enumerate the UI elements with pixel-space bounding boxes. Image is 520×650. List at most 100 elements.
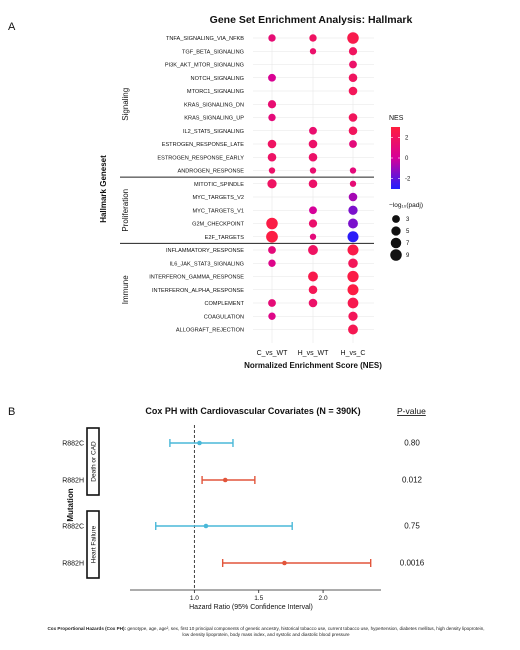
geneset-label: COAGULATION <box>204 314 244 320</box>
footer-text: genotype, age, age², sex, first 10 princ… <box>126 626 485 637</box>
size-legend-label: 3 <box>406 217 410 223</box>
dot-point <box>268 312 276 320</box>
size-legend-label: 9 <box>406 253 410 259</box>
dot-point <box>348 86 358 96</box>
pvalue-header: P-value <box>397 406 426 416</box>
dot-point <box>268 73 276 82</box>
geneset-label: MYC_TARGETS_V1 <box>193 208 245 214</box>
dot-point <box>268 113 276 122</box>
colorbar-tick-label: -2 <box>405 177 411 183</box>
dot-point <box>348 324 358 335</box>
geneset-label: KRAS_SIGNALING_UP <box>184 116 244 122</box>
dot-point <box>268 246 276 254</box>
size-legend-dot <box>390 249 402 261</box>
p-value: 0.012 <box>402 476 423 485</box>
panel-a-letter: A <box>8 21 16 33</box>
geneset-label: IL6_JAK_STAT3_SIGNALING <box>170 261 244 267</box>
dot-point <box>268 167 276 174</box>
dot-point <box>348 126 358 136</box>
colorbar-tick-label: 0 <box>405 156 409 162</box>
panel-b-xlabel: Hazard Ratio (95% Confidence Interval) <box>189 604 313 611</box>
dot-point <box>309 206 317 215</box>
dot-point <box>348 205 358 215</box>
outcome-group-label: Heart Failure <box>91 525 98 563</box>
geneset-label: NOTCH_SIGNALING <box>191 76 244 82</box>
dot-point <box>308 179 318 189</box>
geneset-label: KRAS_SIGNALING_DN <box>184 102 244 108</box>
dot-point <box>309 126 317 135</box>
geneset-label: ESTROGEN_RESPONSE_EARLY <box>157 155 244 161</box>
size-legend-title: −log₁₀(padj) <box>389 202 423 209</box>
footer-note: Cox Proportional Hazards (Cox PH): genot… <box>46 626 486 638</box>
dot-point <box>266 230 278 243</box>
dot-point <box>309 48 317 55</box>
dot-point <box>267 179 277 189</box>
mutation-label: R882H <box>62 561 84 568</box>
dot-point <box>349 180 357 187</box>
x-tick-label: H_vs_C <box>341 350 366 357</box>
group-label: Immune <box>121 275 130 304</box>
geneset-label: COMPLEMENT <box>205 301 245 307</box>
dot-point <box>309 34 317 42</box>
x-tick-label: C_vs_WT <box>257 350 288 357</box>
dotplot-layer: TNFA_SIGNALING_VIA_NFKB TGF_BETA_SIGNALIN… <box>120 30 374 357</box>
geneset-label: ESTROGEN_RESPONSE_LATE <box>162 142 245 148</box>
geneset-label: INFLAMMATORY_RESPONSE <box>166 248 244 254</box>
dot-point <box>348 192 358 202</box>
p-value: 0.75 <box>404 522 420 531</box>
size-legend-dot <box>391 226 401 236</box>
dot-point <box>308 298 318 308</box>
geneset-label: INTERFERON_GAMMA_RESPONSE <box>149 275 244 281</box>
dot-point <box>267 152 277 162</box>
x-tick-label: 1.5 <box>254 595 263 602</box>
panel-b-title: Cox PH with Cardiovascular Covariates (N… <box>145 406 360 416</box>
hazard-ratio-point <box>197 440 202 446</box>
dot-point <box>308 245 318 255</box>
panel-a-title: Gene Set Enrichment Analysis: Hallmark <box>210 14 413 26</box>
hazard-ratio-point <box>282 560 287 566</box>
dot-point <box>348 113 358 122</box>
legend-layer: 2 0 -2 3 5 7 9 <box>390 127 411 261</box>
geneset-label: IL2_STAT5_SIGNALING <box>183 129 244 135</box>
p-value: 0.80 <box>404 439 420 448</box>
dot-point <box>267 100 277 109</box>
geneset-label: TNFA_SIGNALING_VIA_NFKB <box>166 36 244 42</box>
geneset-label: ALLOGRAFT_REJECTION <box>176 328 244 334</box>
panel-b-letter: B <box>8 406 15 418</box>
dot-point <box>268 259 276 267</box>
dot-point <box>349 140 357 148</box>
panel-a-ylabel: Hallmark Geneset <box>99 155 108 223</box>
x-tick-label: 2.0 <box>319 595 328 602</box>
dot-point <box>308 219 318 228</box>
nes-legend-title: NES <box>389 115 404 122</box>
dot-point <box>266 217 278 230</box>
dot-point <box>348 47 358 56</box>
geneset-label: PI3K_AKT_MTOR_SIGNALING <box>165 63 244 69</box>
dot-point <box>268 299 276 307</box>
size-legend-label: 7 <box>406 241 410 247</box>
x-tick-label: 1.0 <box>190 595 199 602</box>
size-legend-label: 5 <box>406 229 410 235</box>
dot-point <box>347 297 359 309</box>
dot-point <box>347 284 359 296</box>
dot-point <box>348 73 358 83</box>
group-label: Proliferation <box>121 189 130 232</box>
size-legend-dot <box>392 215 400 223</box>
panel-b-ylabel: Mutation <box>66 488 75 521</box>
dot-point <box>309 167 317 174</box>
outcome-group-box <box>86 427 100 496</box>
dot-point <box>347 270 359 283</box>
dot-point <box>347 244 359 256</box>
mutation-label: R882C <box>62 441 84 448</box>
geneset-label: MTORC1_SIGNALING <box>187 89 244 95</box>
group-label: Signaling <box>121 88 130 121</box>
dot-point <box>308 152 318 162</box>
panel-a-xlabel: Normalized Enrichment Score (NES) <box>244 361 382 370</box>
dot-point <box>347 231 359 243</box>
dot-point <box>308 139 318 149</box>
p-value: 0.0016 <box>400 559 425 568</box>
geneset-label: MITOTIC_SPINDLE <box>194 182 244 188</box>
geneset-label: E2F_TARGETS <box>205 235 245 241</box>
